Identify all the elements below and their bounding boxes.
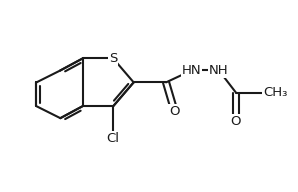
- Text: NH: NH: [209, 64, 229, 77]
- Text: S: S: [109, 52, 117, 65]
- Text: HN: HN: [182, 64, 201, 77]
- Text: O: O: [231, 115, 241, 128]
- Text: CH₃: CH₃: [263, 86, 288, 99]
- Text: Cl: Cl: [107, 132, 120, 145]
- Text: O: O: [169, 105, 180, 118]
